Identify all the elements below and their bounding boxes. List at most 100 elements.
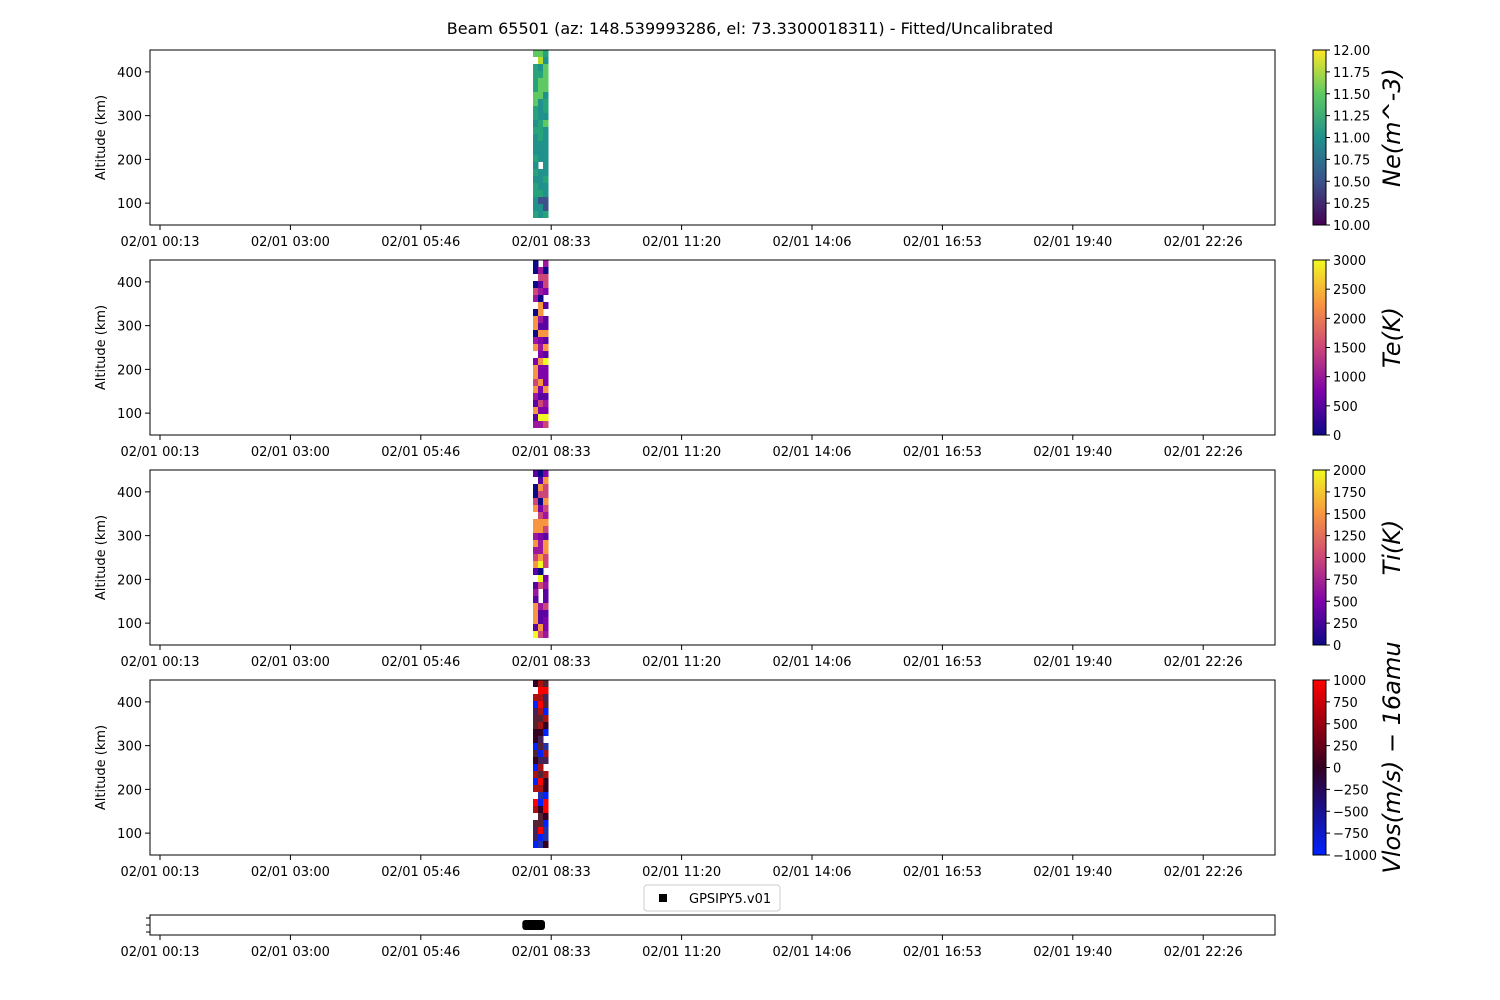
heatmap-cell [538,575,544,582]
heatmap-cell [543,484,549,491]
heatmap-cell [543,85,549,92]
heatmap-cell [543,582,549,589]
y-tick-label: 100 [117,827,142,842]
heatmap-cell [543,211,549,218]
heatmap-cell [543,365,549,372]
heatmap-cell [538,554,544,561]
heatmap-cell [538,78,544,85]
heatmap-cell [543,204,549,211]
colorbar-tick-label: −250 [1333,783,1369,798]
heatmap-cell [543,687,549,694]
heatmap-cell [538,764,544,771]
colorbar-tick-label: 2000 [1333,312,1366,327]
x-tick-label: 02/01 11:20 [642,445,721,460]
heatmap-cell [538,547,544,554]
colorbar-tick-label: 1500 [1333,508,1366,523]
heatmap-cell [533,771,539,778]
x-tick-label: 02/01 14:06 [772,945,851,960]
heatmap-cell [538,351,544,358]
heatmap-cell [533,113,539,120]
y-tick-label: 200 [117,153,142,168]
x-tick-label: 02/01 00:13 [120,235,199,250]
heatmap-cell [538,99,544,106]
heatmap-cell [533,785,539,792]
heatmap-cell [533,204,539,211]
heatmap-cell [543,414,549,421]
x-tick-label: 02/01 05:46 [381,445,460,460]
heatmap-cell [533,127,539,134]
heatmap-cell [533,71,539,78]
heatmap-cell [538,708,544,715]
heatmap-cell [543,393,549,400]
y-axis-label: Altitude (km) [94,95,109,180]
heatmap-cell [533,169,539,176]
heatmap-cell [533,393,539,400]
heatmap-cell [533,743,539,750]
heatmap-cell [543,288,549,295]
heatmap-cell [543,78,549,85]
heatmap-cell [533,750,539,757]
heatmap-cell [543,71,549,78]
colorbar [1312,469,1327,646]
colorbar-tick-label: 500 [1333,718,1358,733]
colorbar-tick-label: 1250 [1333,530,1366,545]
heatmap-cell [533,64,539,71]
heatmap-cell [543,176,549,183]
heatmap-cell [543,729,549,736]
colorbar-tick-label: 10.50 [1333,175,1370,190]
x-tick-label: 02/01 05:46 [381,655,460,670]
heatmap-cell [533,288,539,295]
x-tick-label: 02/01 08:33 [512,945,591,960]
colorbar-tick-label: 11.50 [1333,88,1370,103]
axes-frame [149,914,1276,936]
heatmap-cell [538,841,544,848]
heatmap-cell [538,190,544,197]
heatmap-cell [533,715,539,722]
heatmap-cell [543,379,549,386]
y-tick-label: 200 [117,573,142,588]
colorbar-tick-label: 10.25 [1333,197,1370,212]
heatmap-cell [533,701,539,708]
heatmap-cell [538,792,544,799]
heatmap-cell [538,568,544,575]
colorbar [1312,259,1327,436]
heatmap-cell [543,827,549,834]
heatmap-cell [543,337,549,344]
heatmap-cell [538,372,544,379]
x-tick-label: 02/01 19:40 [1033,445,1112,460]
heatmap-cell [533,498,539,505]
heatmap-cell [538,617,544,624]
heatmap-cell [543,274,549,281]
heatmap-cell [533,603,539,610]
heatmap-cell [543,533,549,540]
heatmap-cell [538,722,544,729]
heatmap-cell [538,155,544,162]
heatmap-cell [538,358,544,365]
heatmap-cell [538,316,544,323]
heatmap-cell [533,505,539,512]
heatmap-cell [543,197,549,204]
y-axis-label: Altitude (km) [94,305,109,390]
heatmap-cell [538,771,544,778]
heatmap-cell [533,295,539,302]
heatmap-cell [543,799,549,806]
heatmap-cell [543,281,549,288]
heatmap-cell [533,407,539,414]
panel-ti: 100 200 300 400 Altitude (km) 0 250 500 750 1000 1… [94,464,1406,654]
heatmap-cell [538,120,544,127]
heatmap-cell [533,85,539,92]
y-tick-label: 100 [117,197,142,212]
heatmap-cell [543,190,549,197]
heatmap-cell [533,141,539,148]
y-tick-label: 200 [117,783,142,798]
colorbar-label: Te(K) [1378,307,1406,368]
heatmap-cell [533,414,539,421]
heatmap-cell [543,498,549,505]
heatmap-cell [543,680,549,687]
heatmap-cell [533,736,539,743]
x-tick-label: 02/01 22:26 [1164,945,1243,960]
heatmap-cell [538,729,544,736]
heatmap-cell [533,484,539,491]
heatmap-cell [538,813,544,820]
x-tick-label: 02/01 05:46 [381,865,460,880]
